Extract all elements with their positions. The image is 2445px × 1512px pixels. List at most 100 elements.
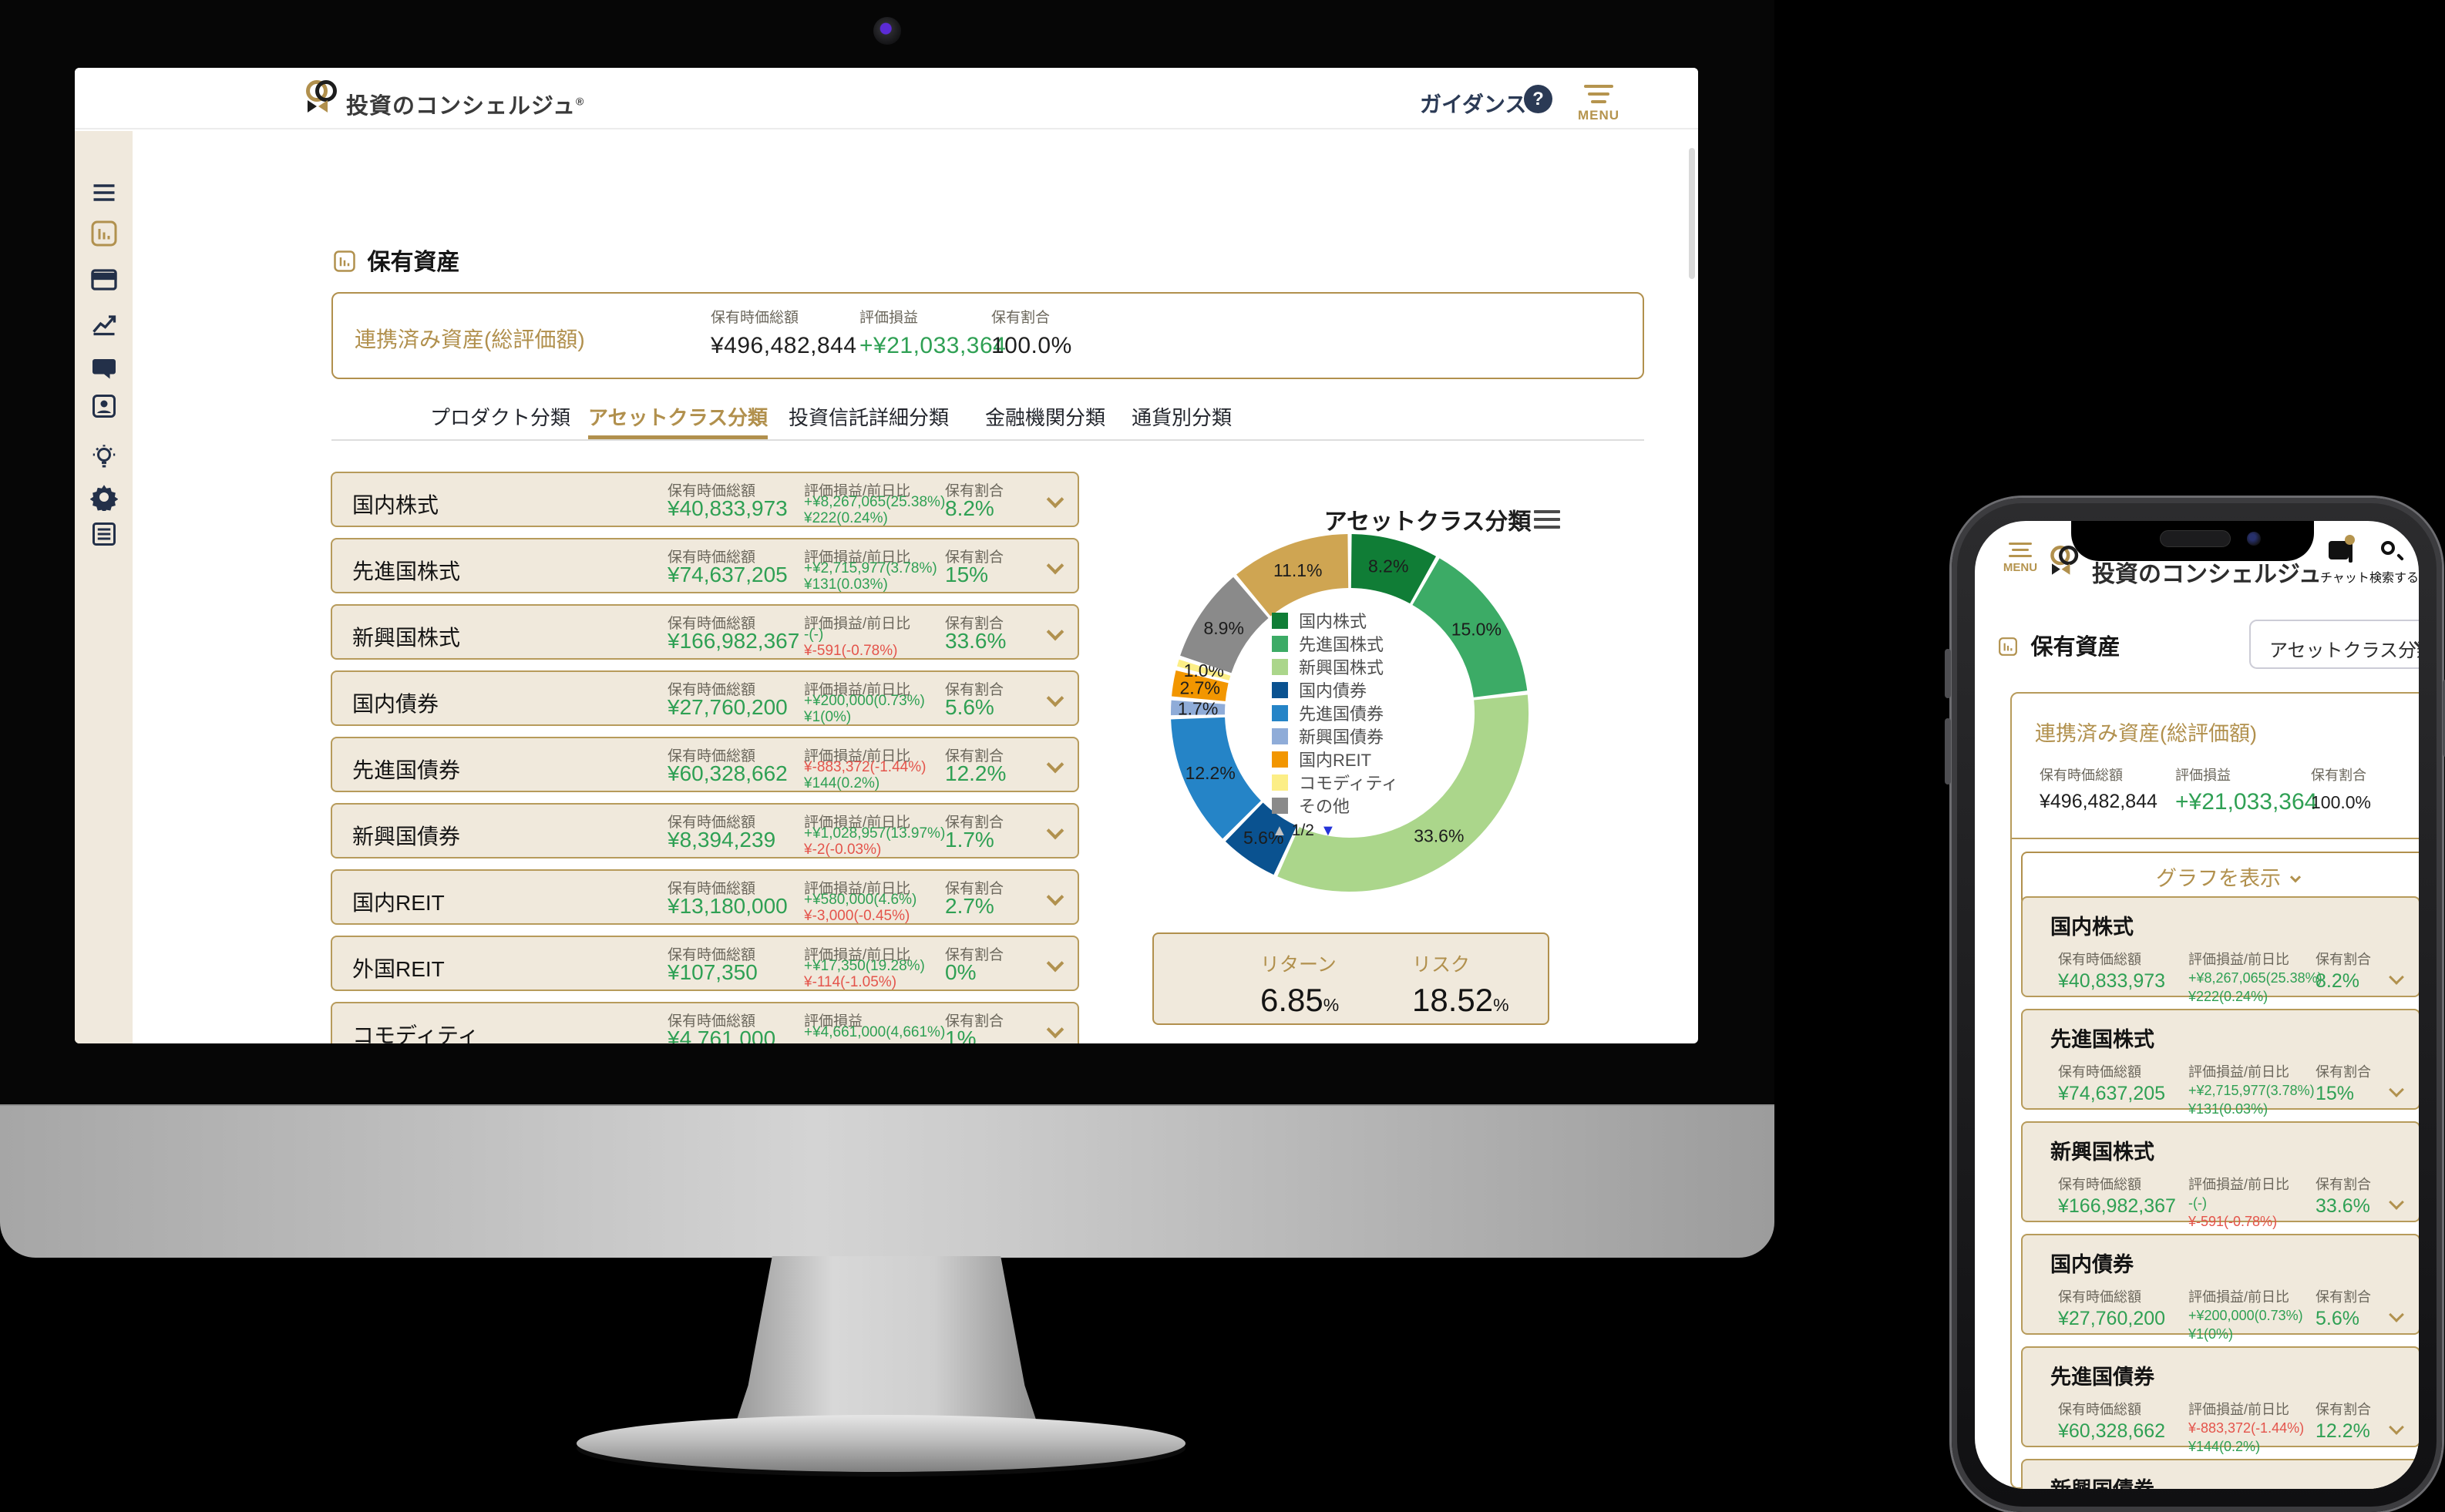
asset-row[interactable]: 新興国株式 保有時価総額 ¥166,982,367 評価損益/前日比 -(-) ¥-5…	[2021, 1121, 2419, 1229]
triangle-up-icon[interactable]: ▲	[1272, 822, 1287, 839]
legend-item[interactable]: その他	[1272, 794, 1398, 817]
chart-context-menu-icon[interactable]	[1534, 510, 1560, 533]
chevron-down-icon[interactable]	[1046, 755, 1064, 774]
donut-segment[interactable]	[1236, 534, 1350, 617]
sidebar-item-card-icon[interactable]	[90, 266, 118, 294]
donut-segment[interactable]	[1277, 694, 1529, 892]
donut-segment-label: 15.0%	[1451, 619, 1502, 639]
asset-row[interactable]: 先進国株式 保有時価総額 ¥74,637,205 評価損益/前日比 +¥2,715,…	[2021, 1009, 2419, 1117]
chevron-down-icon[interactable]	[2389, 1307, 2404, 1322]
holdings-chart-icon	[333, 250, 356, 273]
asset-row[interactable]: 外国REIT 保有時価総額 ¥107,350 評価損益/前日比 +¥17,350(1…	[331, 936, 1079, 991]
chevron-down-icon[interactable]	[1046, 888, 1064, 906]
logo-bowtie-right	[318, 100, 328, 113]
donut-segment[interactable]	[1172, 670, 1229, 702]
tab-1[interactable]: プロダクト分類	[430, 406, 571, 429]
asset-row[interactable]: 先進国債券 保有時価総額 ¥60,328,662 評価損益/前日比 ¥-883,37…	[2021, 1346, 2419, 1454]
summary-gain-loss: 評価損益 +¥21,033,364	[859, 310, 1007, 358]
legend-item[interactable]: 国内株式	[1272, 609, 1398, 632]
menu-button[interactable]: MENU	[1576, 85, 1622, 123]
donut-segment-label: 8.2%	[1368, 556, 1408, 576]
asset-row[interactable]: 先進国株式 保有時価総額 ¥74,637,205 評価損益/前日比 +¥2,715,…	[331, 538, 1079, 593]
donut-segment-label: 11.1%	[1273, 560, 1323, 580]
chevron-down-icon[interactable]	[1046, 490, 1064, 509]
legend-item[interactable]: 国内債券	[1272, 678, 1398, 701]
donut-segment[interactable]	[1180, 576, 1270, 674]
legend-label: その他	[1299, 797, 1350, 816]
legend-item[interactable]: 新興国株式	[1272, 655, 1398, 678]
asset-class-donut-chart[interactable]: 8.2%15.0%33.6%5.6%12.2%1.7%2.7%1.0%8.9%1…	[1157, 520, 1542, 906]
sidebar-item-lightbulb-icon[interactable]	[90, 443, 118, 471]
app-logo-icon[interactable]	[306, 80, 340, 113]
donut-segment-label: 5.6%	[1243, 828, 1283, 848]
sidebar-item-profile-card-icon[interactable]	[90, 392, 118, 420]
sidebar-item-news-icon[interactable]	[90, 520, 118, 548]
legend-item[interactable]: 国内REIT	[1272, 748, 1398, 771]
tab-2[interactable]: アセットクラス分類	[588, 402, 768, 439]
donut-segment[interactable]	[1350, 534, 1437, 604]
chevron-down-icon[interactable]	[2389, 1194, 2404, 1210]
phone-menu-button[interactable]: MENU	[2001, 543, 2040, 574]
asset-row[interactable]: 国内債券 保有時価総額 ¥27,760,200 評価損益/前日比 +¥200,000…	[331, 670, 1079, 726]
chevron-down-icon[interactable]	[1046, 623, 1064, 641]
question-circle-icon[interactable]: ?	[1524, 85, 1552, 113]
sidebar-item-trend-chart-icon[interactable]	[90, 310, 118, 338]
tab-5[interactable]: 通貨別分類	[1132, 406, 1233, 429]
legend-item[interactable]: 新興国債券	[1272, 724, 1398, 748]
app-logo-icon[interactable]	[2050, 546, 2081, 575]
sidebar-item-gear-icon[interactable]	[89, 483, 118, 514]
chevron-down-icon[interactable]	[1046, 556, 1064, 575]
asset-row[interactable]: コモディティ 保有時価総額 ¥4,761,000 評価損益 +¥4,661,000(…	[331, 1002, 1079, 1043]
asset-row[interactable]: 国内株式 保有時価総額 ¥40,833,973 評価損益/前日比 +¥8,267,0…	[331, 472, 1079, 527]
phone-screen: MENU 投資のコンシェルジュ チャット 検索する 保有資産	[1975, 521, 2419, 1489]
donut-segment[interactable]	[1171, 717, 1262, 839]
chevron-down-icon[interactable]	[2389, 1082, 2404, 1097]
chevron-down-icon[interactable]	[2389, 1420, 2404, 1435]
chevron-down-icon[interactable]	[1046, 689, 1064, 707]
phone-chat-button[interactable]: チャット	[2320, 535, 2369, 586]
webcam-icon	[873, 17, 901, 45]
donut-segment[interactable]	[1177, 659, 1231, 681]
asset-row[interactable]: 新興国債券 保有時価総額 評価損益/前日比 保有割合	[2021, 1459, 2419, 1489]
window-scrollbar[interactable]	[1689, 148, 1695, 279]
monitor-stand	[736, 1256, 1037, 1422]
tab-3[interactable]: 投資信託詳細分類	[789, 406, 950, 429]
front-camera-icon	[2247, 532, 2261, 546]
triangle-down-icon[interactable]: ▼	[1320, 822, 1336, 839]
guidance-link[interactable]: ガイダンス	[1420, 92, 1527, 116]
app-logo-text[interactable]: 投資のコンシェルジュ®	[346, 94, 585, 119]
category-dropdown[interactable]: アセットクラス分類	[2249, 620, 2419, 669]
donut-segment[interactable]	[1225, 801, 1298, 875]
asset-row[interactable]: 新興国株式 保有時価総額 ¥166,982,367 評価損益/前日比 -(-) ¥-5…	[331, 604, 1079, 660]
phone-search-button[interactable]: 検索する	[2369, 539, 2419, 586]
phone-menu-label: MENU	[2003, 561, 2038, 574]
sidebar-item-chat-icon[interactable]	[90, 354, 118, 382]
asset-row[interactable]: 新興国債券 保有時価総額 ¥8,394,239 評価損益/前日比 +¥1,028,9…	[331, 803, 1079, 858]
app-logo-text: 投資のコンシェルジュ	[2092, 562, 2322, 587]
chevron-down-icon[interactable]	[1046, 1020, 1064, 1039]
donut-segment[interactable]	[1411, 558, 1528, 698]
asset-row[interactable]: 国内REIT 保有時価総額 ¥13,180,000 評価損益/前日比 +¥580,0…	[331, 869, 1079, 925]
legend-item[interactable]: コモディティ	[1272, 771, 1398, 794]
legend-item[interactable]: 先進国債券	[1272, 701, 1398, 724]
tab-4[interactable]: 金融機関分類	[985, 406, 1106, 429]
main-content: 保有資産 連携済み資産(総評価額) 保有時価総額 ¥496,482,844 評価…	[133, 131, 1698, 1043]
logo-ring-dark	[315, 80, 337, 102]
sidebar	[75, 131, 133, 1043]
legend-pagination: ▲ 1/2 ▼	[1272, 818, 1398, 843]
asset-row[interactable]: 国内株式 保有時価総額 ¥40,833,973 評価損益/前日比 +¥8,267,0…	[2021, 896, 2419, 1004]
legend-swatch	[1272, 797, 1288, 814]
legend-swatch	[1272, 727, 1288, 744]
chart-title: アセットクラス分類	[1323, 509, 1532, 535]
donut-segment[interactable]	[1170, 700, 1226, 716]
chevron-down-icon[interactable]	[1046, 954, 1064, 973]
sidebar-item-menu-icon[interactable]	[90, 179, 118, 207]
chevron-down-icon[interactable]	[1046, 822, 1064, 840]
chevron-down-icon[interactable]	[2389, 969, 2404, 985]
summary-market-value: 保有時価総額 ¥496,482,844	[711, 310, 857, 358]
legend-item[interactable]: 先進国株式	[1272, 632, 1398, 655]
sidebar-item-holdings-chart-icon[interactable]	[90, 220, 118, 247]
legend-label: 先進国株式	[1299, 635, 1384, 654]
asset-row[interactable]: 先進国債券 保有時価総額 ¥60,328,662 評価損益/前日比 ¥-883,37…	[331, 737, 1079, 792]
asset-row[interactable]: 国内債券 保有時価総額 ¥27,760,200 評価損益/前日比 +¥200,000…	[2021, 1234, 2419, 1342]
